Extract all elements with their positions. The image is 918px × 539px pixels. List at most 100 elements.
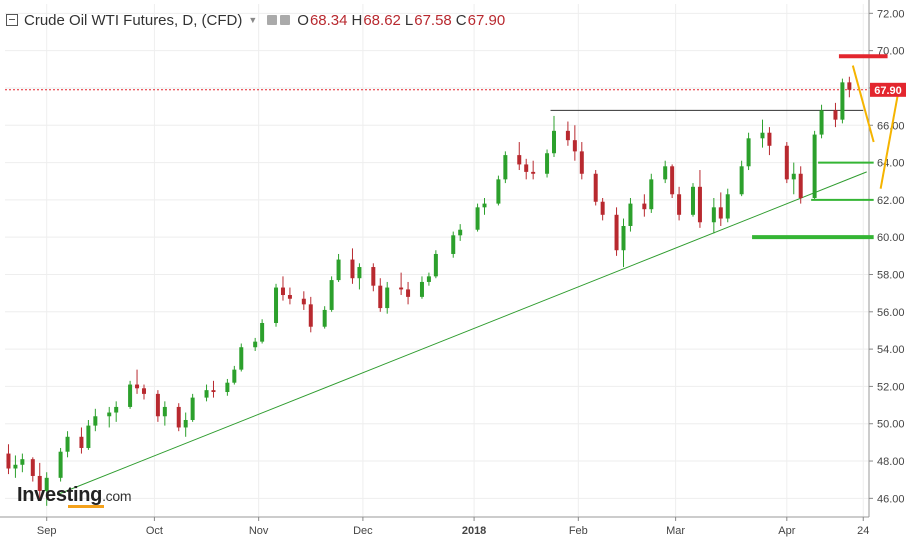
candle-body	[593, 173, 598, 202]
candle-body	[600, 201, 605, 215]
candle-body	[322, 309, 327, 327]
candle-body	[419, 281, 424, 297]
logo-suffix: .com	[102, 488, 132, 504]
candle-body	[44, 477, 49, 491]
candle-body	[280, 287, 285, 296]
candle-body	[128, 384, 133, 407]
candle-body	[711, 207, 716, 223]
candle-body	[399, 287, 404, 290]
x-tick-label: Dec	[353, 525, 373, 537]
high-value: 68.62	[363, 11, 401, 29]
collapse-icon[interactable]	[6, 14, 18, 26]
x-tick-label: Sep	[37, 525, 57, 537]
logo-underline	[68, 505, 104, 508]
symbol-title: Crude Oil WTI Futures, D, (CFD)	[24, 11, 243, 29]
candle-body	[308, 304, 313, 327]
candle-body	[65, 436, 70, 452]
y-tick-label: 62.00	[877, 195, 905, 207]
y-tick-label: 50.00	[877, 419, 905, 431]
candle-body	[204, 390, 209, 398]
projection-arrow	[851, 65, 875, 143]
y-tick-label: 66.00	[877, 120, 905, 132]
gear-icon[interactable]	[280, 15, 291, 25]
y-tick-label: 46.00	[877, 493, 905, 505]
candle-body	[287, 295, 292, 299]
y-tick-label: 72.00	[877, 8, 905, 20]
candle-body	[162, 406, 167, 417]
y-tick-label: 58.00	[877, 269, 905, 281]
candle-body	[496, 179, 501, 204]
candle-body	[791, 173, 796, 180]
candle-body	[93, 416, 98, 426]
candle-body	[565, 130, 570, 141]
x-tick-label: Feb	[569, 525, 588, 537]
candle-body	[385, 287, 390, 309]
candle-body	[670, 166, 675, 195]
candle-body	[833, 110, 838, 120]
candle-body	[739, 166, 744, 195]
candle-body	[232, 369, 237, 383]
candle-body	[141, 388, 146, 394]
candle-body	[37, 475, 42, 491]
eye-icon[interactable]	[267, 15, 278, 25]
y-tick-label: 64.00	[877, 158, 905, 170]
candle-body	[433, 253, 438, 277]
chart-header: Crude Oil WTI Futures, D, (CFD) ▼ O 68.34…	[6, 9, 505, 31]
high-label: H	[351, 11, 363, 29]
last-price-label: 67.90	[874, 85, 902, 97]
open-label: O	[297, 11, 309, 29]
candle-body	[239, 347, 244, 370]
x-tick-label: Oct	[146, 525, 163, 537]
candle-body	[378, 285, 383, 309]
candle-body	[628, 203, 633, 226]
last-price-tag	[870, 82, 906, 97]
candle-body	[690, 186, 695, 215]
close-label: C	[455, 11, 467, 29]
candle-body	[301, 298, 306, 305]
y-tick-label: 54.00	[877, 344, 905, 356]
candle-body	[329, 280, 334, 310]
candle-body	[155, 393, 160, 417]
candle-body	[545, 153, 550, 174]
candle-body	[482, 203, 487, 208]
candle-body	[458, 229, 463, 236]
candle-body	[767, 132, 772, 146]
candle-body	[30, 459, 35, 476]
candle-body	[697, 186, 702, 223]
x-tick-label: Mar	[666, 525, 685, 537]
y-tick-label: 56.00	[877, 307, 905, 319]
candle-body	[649, 179, 654, 210]
candle-body	[183, 419, 188, 428]
candle-body	[784, 145, 789, 180]
projection-arrow	[879, 93, 899, 189]
candle-body	[524, 164, 529, 172]
candle-body	[58, 451, 63, 478]
candle-body	[190, 397, 195, 420]
candle-body	[350, 259, 355, 279]
chevron-down-icon[interactable]: ▼	[248, 15, 258, 25]
candle-body	[260, 322, 265, 342]
candle-body	[225, 382, 230, 393]
candle-body	[336, 259, 341, 281]
x-tick-label: Nov	[249, 525, 269, 537]
candle-body	[13, 464, 18, 469]
candle-body	[663, 166, 668, 180]
logo-name: Investing	[17, 484, 103, 506]
candle-body	[725, 194, 730, 219]
candle-body	[621, 225, 626, 251]
y-tick-label: 48.00	[877, 456, 905, 468]
candle-body	[135, 384, 140, 389]
y-tick-label: 60.00	[877, 232, 905, 244]
candle-body	[475, 207, 480, 230]
candle-body	[812, 134, 817, 199]
close-value: 67.90	[467, 11, 506, 29]
candle-body	[840, 82, 845, 120]
candle-body	[503, 155, 508, 180]
candle-body	[114, 406, 119, 413]
candle-body	[677, 194, 682, 215]
candle-body	[253, 341, 258, 348]
candle-body	[746, 138, 751, 167]
y-tick-label: 52.00	[877, 381, 905, 393]
candle-body	[579, 151, 584, 174]
